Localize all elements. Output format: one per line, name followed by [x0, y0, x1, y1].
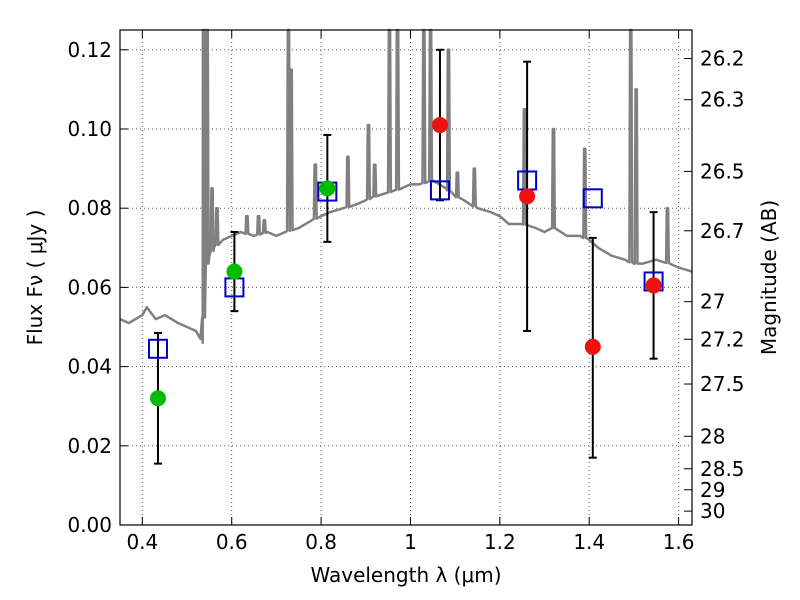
right-axis-label: Magnitude (AB) — [757, 200, 781, 355]
x-tick-label: 0.6 — [216, 530, 248, 554]
y-axis-ticks: 0.00 0.02 0.04 0.06 0.08 0.10 0.12 — [67, 38, 128, 537]
y-tick-label: 0.10 — [67, 117, 112, 141]
spectrum-line — [119, 28, 693, 345]
right-tick-label: 27.5 — [700, 372, 745, 396]
right-tick-label: 28 — [700, 424, 725, 448]
x-tick-label: 0.4 — [126, 530, 158, 554]
y-tick-label: 0.02 — [67, 434, 112, 458]
x-tick-label: 0.8 — [305, 530, 337, 554]
model-point — [147, 338, 168, 359]
error-bars — [153, 48, 658, 465]
plot-area — [119, 28, 693, 465]
right-tick-label: 30 — [700, 499, 725, 523]
model-point — [582, 188, 603, 209]
right-tick-label: 27 — [700, 290, 725, 314]
y-tick-label: 0.08 — [67, 196, 112, 220]
right-tick-label: 26.3 — [700, 88, 745, 112]
x-tick-label: 1.2 — [484, 530, 516, 554]
y-tick-label: 0.00 — [67, 513, 112, 537]
y-tick-label: 0.06 — [67, 275, 112, 299]
right-tick-label: 26.7 — [700, 219, 745, 243]
x-tick-label: 1.6 — [663, 530, 695, 554]
x-tick-label: 1 — [404, 530, 417, 554]
observed-point — [584, 338, 601, 355]
x-axis-ticks: 0.4 0.6 0.8 1 1.2 1.4 1.6 — [126, 30, 695, 554]
observed-point — [226, 263, 243, 280]
observed-point — [319, 180, 336, 197]
y-tick-label: 0.04 — [67, 355, 112, 379]
right-tick-label: 26.5 — [700, 159, 745, 183]
plot-frame — [119, 29, 693, 526]
y-tick-label: 0.12 — [67, 38, 112, 62]
x-tick-label: 1.4 — [573, 530, 605, 554]
right-tick-label: 28.5 — [700, 457, 745, 481]
right-tick-label: 29 — [700, 478, 725, 502]
x-axis-label: Wavelength λ (μm) — [310, 563, 501, 587]
observed-point — [645, 277, 662, 294]
observed-point — [149, 390, 166, 407]
observed-points — [149, 117, 662, 407]
observed-point — [519, 188, 536, 205]
right-tick-label: 26.2 — [700, 47, 745, 71]
observed-point — [431, 117, 448, 134]
y-axis-label: Flux Fν ( μJy ) — [23, 210, 47, 346]
right-tick-label: 27.2 — [700, 327, 745, 351]
model-point — [429, 180, 450, 201]
